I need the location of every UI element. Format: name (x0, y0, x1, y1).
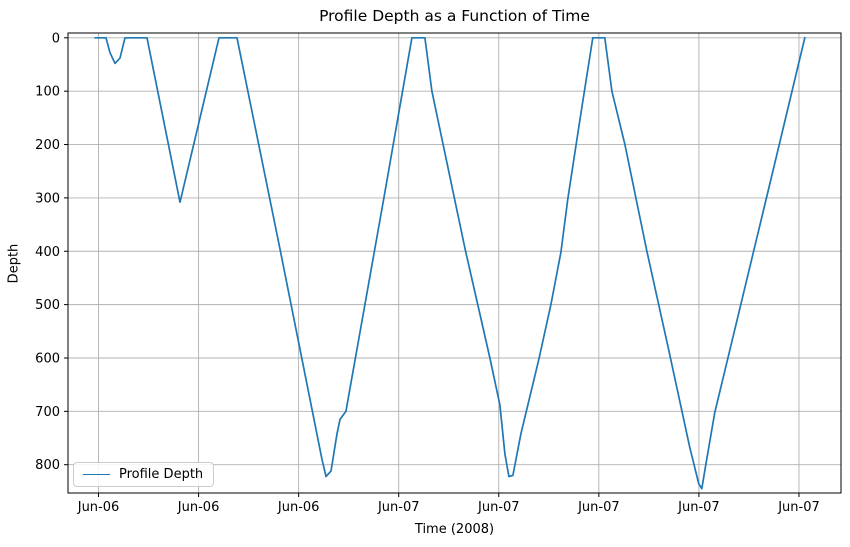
y-tick-label: 0 (52, 31, 60, 46)
x-tick-label: Jun-07 (377, 500, 420, 515)
legend: Profile Depth (73, 462, 215, 487)
y-tick-label: 400 (35, 245, 60, 260)
y-tick-label: 100 (35, 85, 60, 100)
x-tick-label: Jun-06 (77, 500, 120, 515)
x-tick-label: Jun-07 (677, 500, 720, 515)
x-tick-label: Jun-07 (577, 500, 620, 515)
y-tick-label: 200 (35, 138, 60, 153)
y-tick-label: 300 (35, 191, 60, 206)
y-axis-label: Depth (6, 243, 22, 284)
legend-line-sample (83, 474, 110, 475)
y-tick-label: 700 (35, 405, 60, 420)
legend-label: Profile Depth (119, 467, 204, 482)
y-tick-label: 500 (35, 298, 60, 313)
y-tick-label: 600 (35, 351, 60, 366)
chart-title: Profile Depth as a Function of Time (319, 7, 590, 25)
y-tick-label: 800 (35, 458, 60, 473)
x-axis-label: Time (2008) (414, 522, 495, 537)
profile-depth-line (94, 36, 806, 490)
x-tick-label: Jun-07 (477, 500, 520, 515)
plot-border (67, 32, 842, 494)
x-tick-label: Jun-07 (777, 500, 820, 515)
x-tick-label: Jun-06 (177, 500, 220, 515)
x-tick-label: Jun-06 (277, 500, 320, 515)
